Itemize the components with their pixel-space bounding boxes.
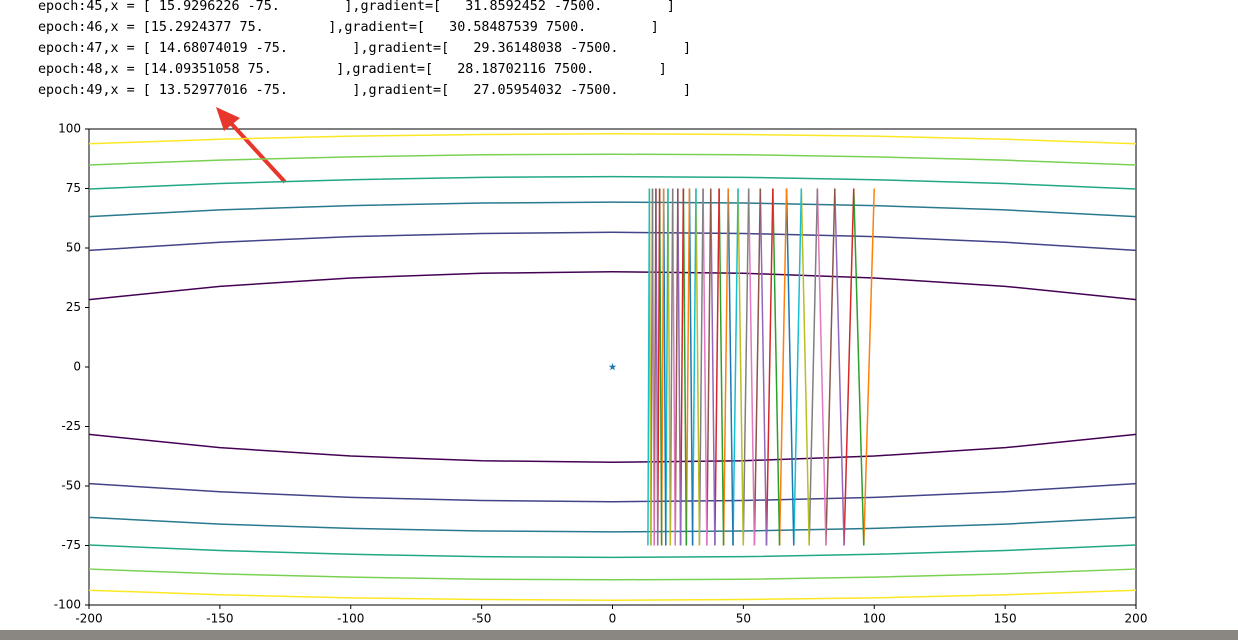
- y-tick-label: -25: [61, 419, 81, 433]
- descent-step: [702, 188, 708, 546]
- contour-line: [88, 231, 1137, 252]
- y-tick-label: -75: [61, 538, 81, 552]
- descent-step: [669, 188, 674, 546]
- descent-step: [714, 188, 720, 546]
- contour-line: [88, 201, 1137, 218]
- descent-step: [843, 188, 855, 546]
- log-line: epoch:46,x = [15.2924377 75. ],gradient=…: [38, 20, 659, 35]
- descent-step: [732, 188, 739, 546]
- y-tick-label: 75: [66, 181, 81, 195]
- y-tick-label: 25: [66, 300, 81, 314]
- descent-step: [698, 188, 704, 546]
- contour-line: [88, 271, 1137, 301]
- descent-step: [808, 188, 819, 546]
- x-tick-label: 0: [609, 612, 617, 626]
- x-tick-label: 50: [736, 612, 751, 626]
- x-tick-label: -100: [337, 612, 364, 626]
- descent-step: [852, 188, 865, 546]
- descent-step: [691, 188, 697, 546]
- x-tick-label: 150: [994, 612, 1017, 626]
- descent-step: [722, 188, 729, 546]
- contour-line: [88, 175, 1137, 190]
- descent-step: [674, 188, 679, 546]
- contour-line: [88, 544, 1137, 559]
- y-tick-label: -50: [61, 479, 81, 493]
- y-tick-label: 0: [73, 360, 81, 374]
- x-tick-label: -50: [472, 612, 492, 626]
- descent-step: [679, 188, 685, 546]
- annotation-arrow: [216, 107, 287, 184]
- y-tick-label: 100: [58, 122, 81, 136]
- descent-step: [685, 188, 691, 546]
- descent-step: [863, 188, 875, 546]
- descent-step: [793, 188, 803, 546]
- descent-step: [718, 188, 725, 546]
- log-line: epoch:45,x = [ 15.9296226 -75. ],gradien…: [38, 0, 675, 14]
- descent-step: [682, 188, 688, 546]
- contour-line: [88, 133, 1137, 145]
- descent-step: [834, 188, 845, 546]
- descent-step: [710, 188, 716, 546]
- descent-step: [677, 188, 682, 546]
- log-line: epoch:48,x = [14.09351058 75. ],gradient…: [38, 62, 667, 77]
- descent-step: [800, 188, 810, 546]
- optimum-marker: [608, 363, 617, 371]
- descent-step: [753, 188, 762, 546]
- descent-step: [765, 188, 774, 546]
- contour-line: [88, 433, 1137, 463]
- contour-line: [88, 153, 1137, 166]
- x-tick-label: -200: [75, 612, 102, 626]
- output-log: epoch:45,x = [ 15.9296226 -75. ],gradien…: [38, 0, 691, 101]
- descent-step: [737, 188, 745, 546]
- descent-step: [667, 188, 672, 546]
- descent-step: [772, 188, 781, 546]
- descent-step: [688, 188, 694, 546]
- descent-step: [727, 188, 734, 546]
- descent-step: [825, 188, 836, 546]
- log-line: epoch:49,x = [ 13.52977016 -75. ],gradie…: [38, 83, 692, 98]
- contour-line: [88, 516, 1137, 533]
- descent-step: [778, 188, 788, 546]
- descent-step: [695, 188, 701, 546]
- y-tick-label: 50: [66, 241, 81, 255]
- descent-step: [742, 188, 750, 546]
- descent-step: [747, 188, 756, 546]
- background-strip: [0, 630, 1238, 640]
- descent-step: [671, 188, 676, 546]
- y-tick-label: -100: [54, 598, 81, 612]
- contour-line: [88, 589, 1137, 601]
- descent-step: [816, 188, 827, 546]
- x-tick-label: -150: [206, 612, 233, 626]
- x-tick-label: 200: [1125, 612, 1148, 626]
- x-tick-label: 100: [863, 612, 886, 626]
- contour-line: [88, 568, 1137, 581]
- descent-step: [647, 188, 651, 546]
- descent-step: [706, 188, 712, 546]
- descent-step: [785, 188, 795, 546]
- contour-line: [88, 482, 1137, 503]
- log-line: epoch:47,x = [ 14.68074019 -75. ],gradie…: [38, 41, 692, 56]
- descent-step: [759, 188, 768, 546]
